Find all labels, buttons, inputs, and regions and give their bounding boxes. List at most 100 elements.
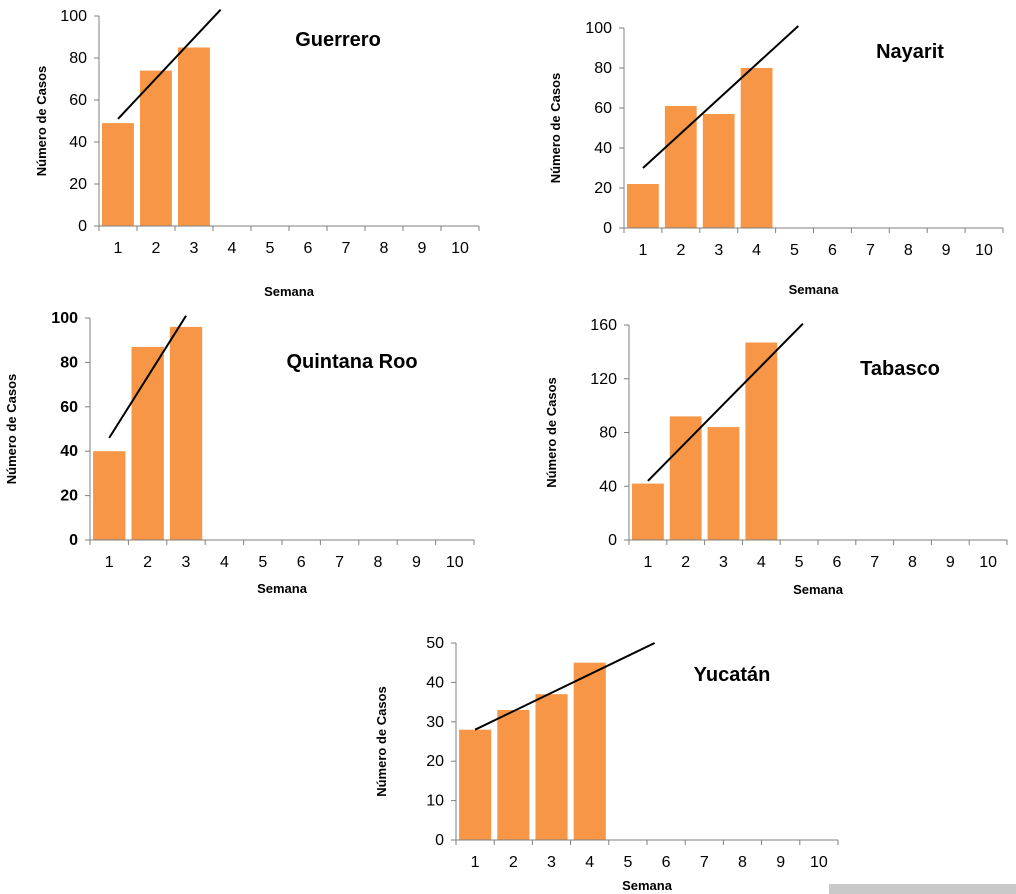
y-tick-label: 80 (60, 354, 78, 371)
bar-4 (745, 342, 778, 540)
x-tick-label: 9 (776, 854, 785, 871)
x-tick-label: 9 (942, 242, 951, 259)
bar-1 (93, 451, 126, 540)
chart-title: Yucatán (694, 664, 771, 686)
chart-1: 0 20 40 60 80 100 1 2 3 4 5 6 7 8 9 10 Guerrero Semana Núm… (34, 8, 480, 299)
bar-2 (140, 70, 172, 226)
y-axis-label: Número de Casos (374, 686, 389, 797)
x-tick-label: 7 (870, 554, 879, 571)
chart-5: 0 10 20 30 40 50 1 2 3 4 5 6 7 8 9 10 Yucatán Semana Númer… (374, 635, 839, 893)
y-tick-label: 0 (608, 532, 617, 549)
bar-3 (707, 427, 740, 540)
y-tick-label: 80 (594, 60, 612, 77)
x-tick-label: 5 (266, 240, 275, 257)
chart-4: 0 40 80 120 160 1 2 3 4 5 6 7 8 9 10 Tabasco Semana Númer… (544, 317, 1008, 597)
x-tick-label: 6 (297, 554, 306, 571)
x-axis-label: Semana (622, 878, 673, 893)
trendline (117, 9, 222, 120)
bar-1 (627, 184, 659, 228)
chart-2: 0 20 40 60 80 100 1 2 3 4 5 6 7 8 9 10 Nayarit Semana Núme… (548, 20, 1004, 297)
bar-2 (497, 710, 530, 840)
x-tick-label: 3 (547, 854, 556, 871)
x-tick-label: 10 (810, 854, 828, 871)
x-tick-label: 3 (190, 240, 199, 257)
y-tick-label: 40 (599, 478, 617, 495)
y-tick-label: 100 (51, 310, 78, 327)
x-tick-label: 5 (795, 554, 804, 571)
y-tick-label: 10 (426, 793, 444, 810)
x-tick-label: 3 (714, 242, 723, 259)
bar-3 (178, 47, 210, 226)
trendline (642, 25, 799, 169)
x-tick-label: 4 (585, 854, 594, 871)
chart-title: Guerrero (295, 29, 381, 51)
x-tick-label: 9 (946, 554, 955, 571)
x-tick-label: 1 (639, 242, 648, 259)
y-tick-label: 40 (69, 134, 87, 151)
chart-title: Tabasco (860, 358, 940, 380)
chart-3: 0 20 40 60 80 100 1 2 3 4 5 6 7 8 9 10 Quintana Roo Seman… (4, 310, 475, 596)
x-tick-label: 7 (700, 854, 709, 871)
y-tick-label: 100 (60, 8, 87, 25)
x-tick-label: 4 (228, 240, 237, 257)
footer-gray-bar (829, 884, 1016, 894)
x-axis-label: Semana (789, 282, 840, 297)
x-tick-label: 1 (471, 854, 480, 871)
y-tick-label: 0 (78, 218, 87, 235)
x-tick-label: 8 (908, 554, 917, 571)
y-tick-label: 0 (69, 532, 78, 549)
y-tick-label: 40 (60, 443, 78, 460)
bar-3 (169, 326, 203, 540)
x-axis-label: Semana (257, 581, 308, 596)
trendline (474, 642, 656, 731)
trendline (108, 315, 187, 439)
y-tick-label: 160 (590, 317, 617, 334)
y-tick-label: 20 (69, 176, 87, 193)
bar-1 (102, 123, 134, 226)
x-tick-label: 7 (866, 242, 875, 259)
x-tick-label: 5 (623, 854, 632, 871)
y-tick-label: 60 (69, 92, 87, 109)
x-tick-label: 1 (643, 554, 652, 571)
x-tick-label: 6 (304, 240, 313, 257)
bar-3 (535, 694, 568, 840)
y-tick-label: 80 (69, 50, 87, 67)
bar-2 (669, 416, 702, 540)
y-tick-label: 100 (585, 20, 612, 37)
x-tick-label: 3 (182, 554, 191, 571)
y-axis-label: Número de Casos (4, 374, 19, 485)
x-tick-label: 2 (152, 240, 161, 257)
x-tick-label: 9 (418, 240, 427, 257)
x-axis-label: Semana (793, 582, 844, 597)
x-tick-label: 6 (828, 242, 837, 259)
x-tick-label: 2 (143, 554, 152, 571)
x-tick-label: 8 (738, 854, 747, 871)
y-tick-label: 0 (603, 220, 612, 237)
bar-4 (740, 68, 773, 228)
chart-title: Nayarit (876, 41, 944, 63)
x-tick-label: 6 (662, 854, 671, 871)
x-tick-label: 5 (790, 242, 799, 259)
y-axis-label: Número de Casos (544, 377, 559, 488)
x-tick-label: 1 (114, 240, 123, 257)
x-tick-label: 10 (979, 554, 997, 571)
x-tick-label: 10 (446, 554, 464, 571)
bar-2 (664, 106, 697, 228)
x-tick-label: 3 (719, 554, 728, 571)
bar-1 (632, 483, 664, 540)
y-tick-label: 60 (594, 100, 612, 117)
y-tick-label: 20 (60, 488, 78, 505)
trendline (647, 322, 804, 482)
x-tick-label: 8 (374, 554, 383, 571)
y-tick-label: 20 (594, 180, 612, 197)
x-tick-label: 2 (509, 854, 518, 871)
y-tick-label: 20 (426, 753, 444, 770)
bar-1 (459, 729, 492, 840)
y-tick-label: 0 (435, 832, 444, 849)
y-tick-label: 120 (590, 371, 617, 388)
x-tick-label: 4 (752, 242, 761, 259)
x-tick-label: 10 (451, 240, 469, 257)
y-tick-label: 80 (599, 425, 617, 442)
y-tick-label: 30 (426, 714, 444, 731)
x-tick-label: 8 (380, 240, 389, 257)
